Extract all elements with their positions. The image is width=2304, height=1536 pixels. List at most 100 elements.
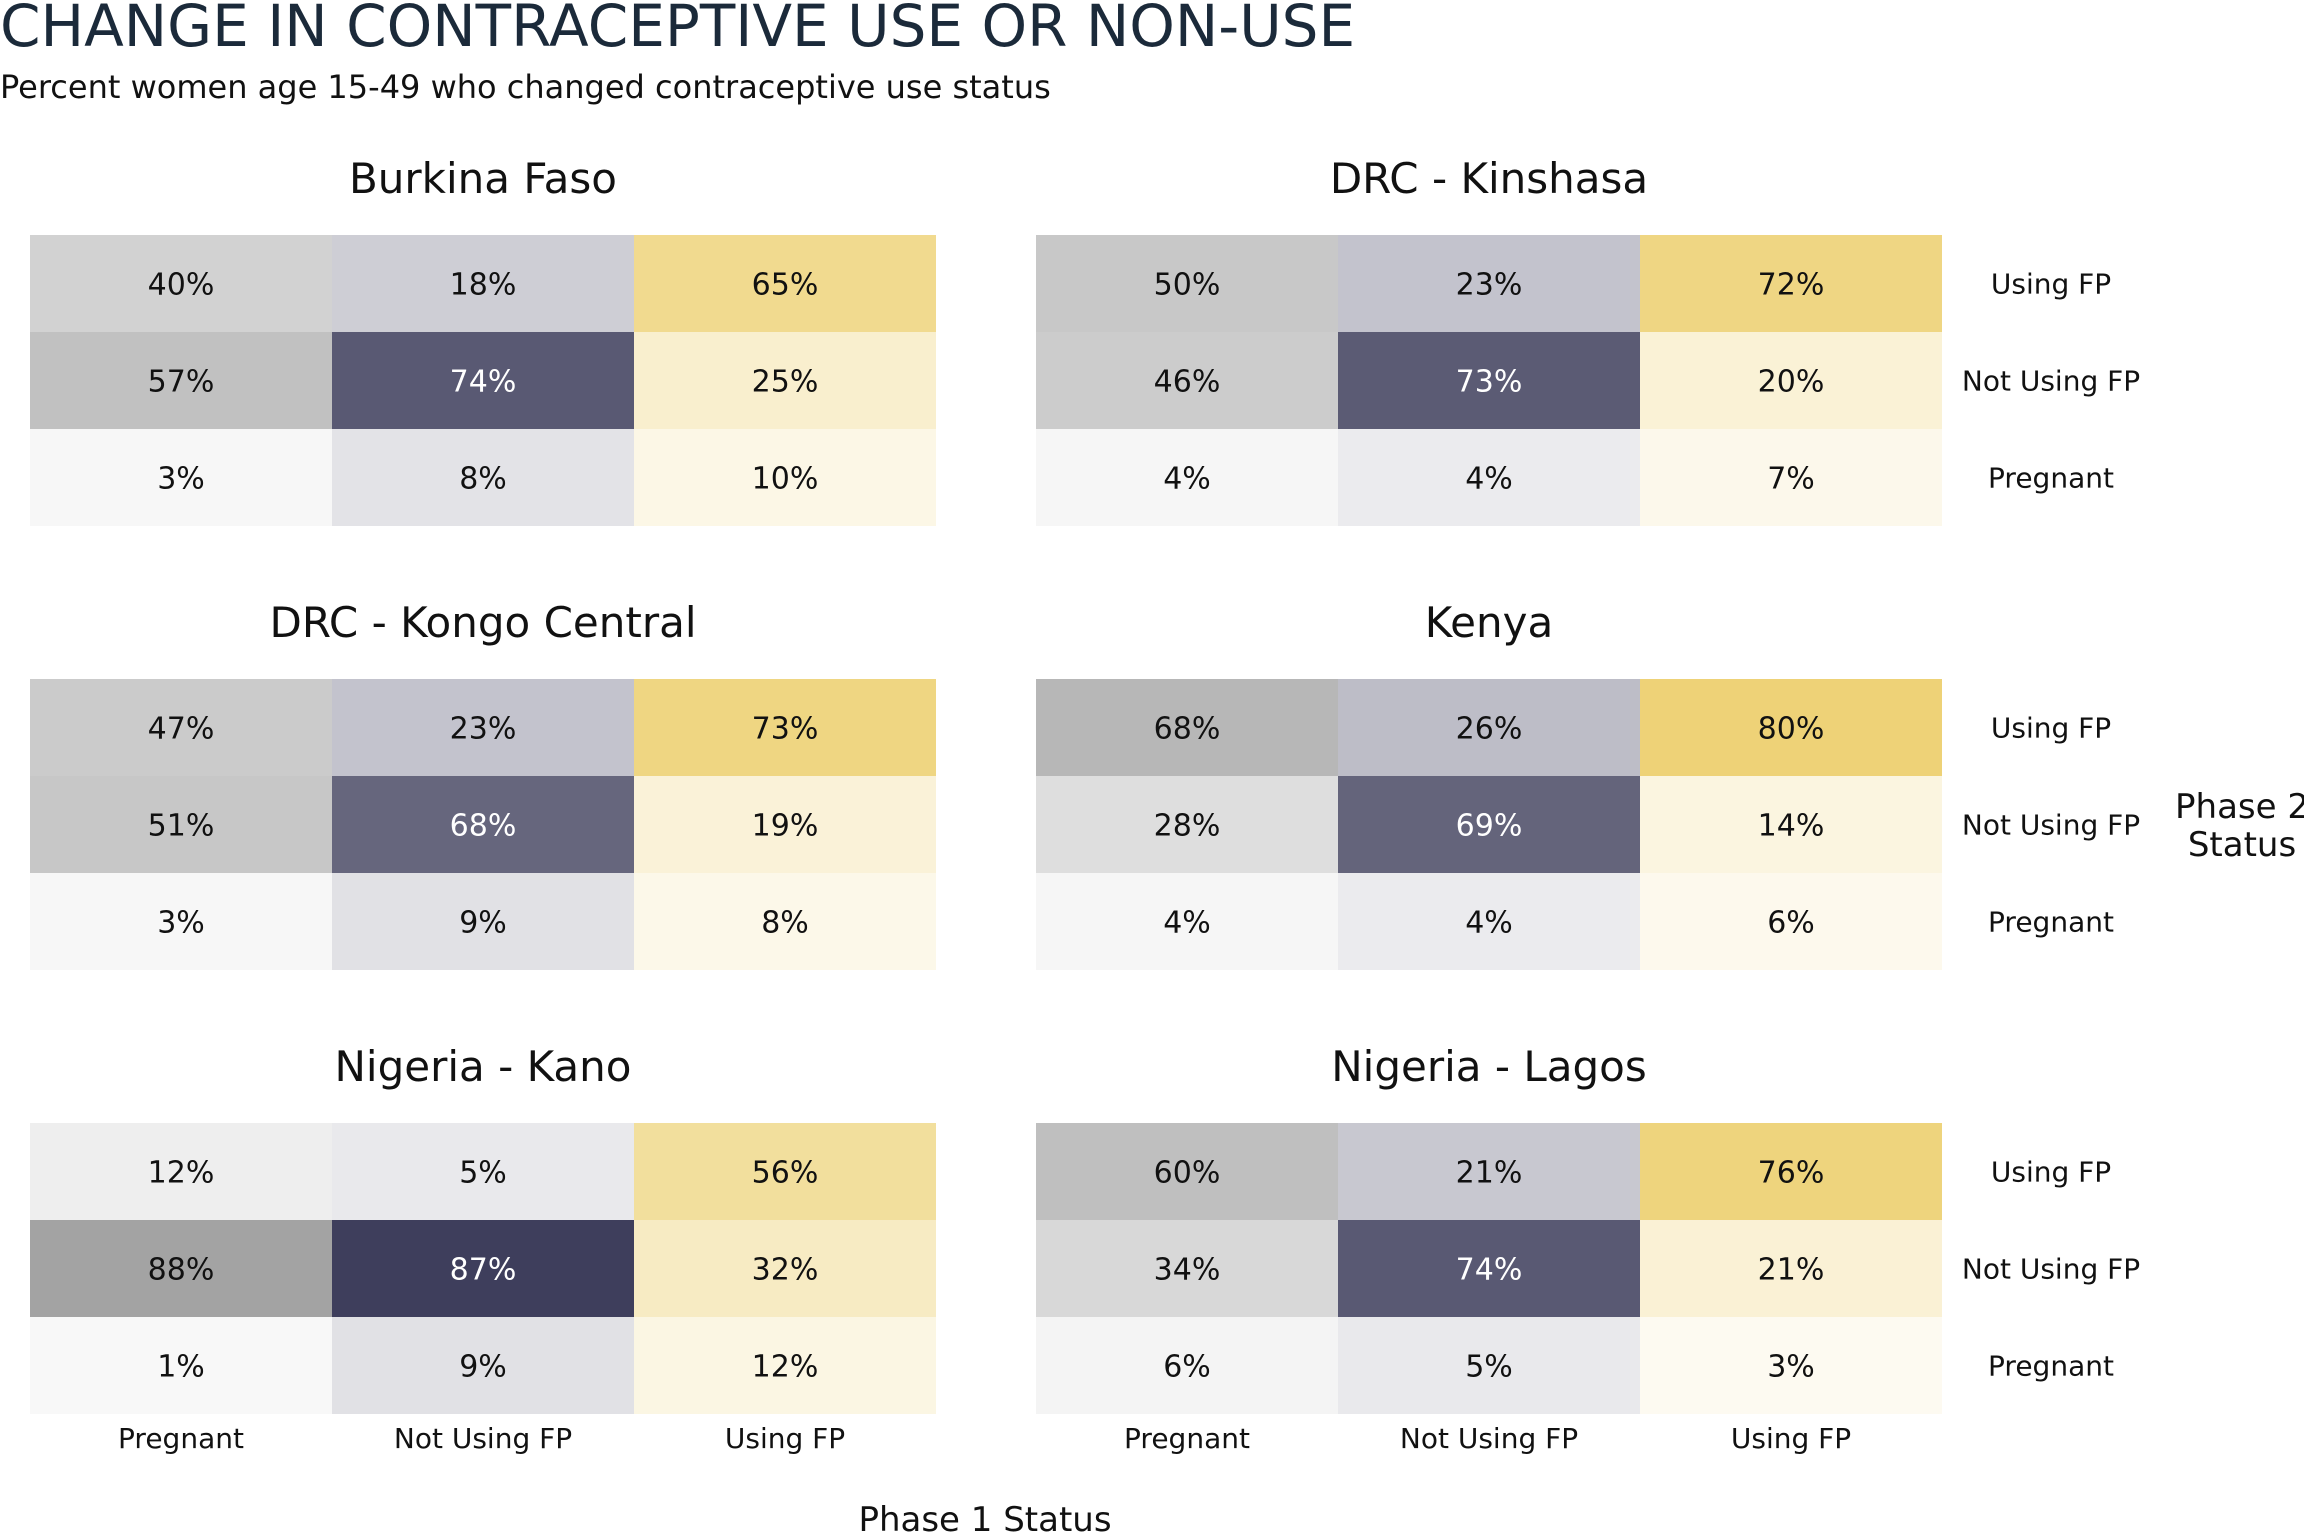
cell-label: 4% [1465, 462, 1513, 497]
heatmap-cell [1036, 1317, 1338, 1414]
x-tick-label: Not Using FP [1400, 1422, 1578, 1455]
cell-label: 88% [148, 1253, 215, 1288]
cell-label: 25% [752, 365, 819, 400]
heatmap-cell [30, 873, 332, 970]
cell-label: 40% [148, 268, 215, 303]
cell-label: 57% [148, 365, 215, 400]
heatmap-cell [1338, 679, 1640, 776]
heatmap-cell [1640, 776, 1942, 873]
cell-label: 32% [752, 1253, 819, 1288]
heatmap-cell [634, 429, 936, 526]
heatmap-cell [1338, 235, 1640, 332]
cell-label: 14% [1758, 809, 1825, 844]
panel: Nigeria - Lagos 60% 21% 76% 34% 74% 21% 6% 5% 3% U… [1036, 1042, 2140, 1455]
cell-label: 56% [752, 1156, 819, 1191]
x-tick-label: Using FP [1731, 1422, 1851, 1455]
cell-label: 12% [752, 1350, 819, 1385]
x-axis-label: Phase 1 Status [858, 1500, 1111, 1536]
x-tick-label: Pregnant [118, 1422, 244, 1455]
heatmap-cell [1338, 873, 1640, 970]
cell-label: 6% [1163, 1350, 1211, 1385]
x-tick-label: Using FP [725, 1422, 845, 1455]
heatmap-cell [634, 332, 936, 429]
cell-label: 4% [1163, 906, 1211, 941]
heatmap-cell [1640, 235, 1942, 332]
heatmap-cell [30, 776, 332, 873]
cell-label: 73% [1456, 365, 1523, 400]
y-tick-label: Not Using FP [1962, 365, 2140, 398]
cell-label: 60% [1154, 1156, 1221, 1191]
y-tick-label: Using FP [1991, 1156, 2111, 1189]
heatmap-cell [30, 332, 332, 429]
cell-label: 74% [1456, 1253, 1523, 1288]
heatmap-cell [332, 429, 634, 526]
cell-label: 12% [148, 1156, 215, 1191]
heatmap-cell [1036, 1123, 1338, 1220]
cell-label: 18% [450, 268, 517, 303]
panel-title: Kenya [1425, 598, 1554, 647]
heatmap-cell [332, 873, 634, 970]
cell-label: 5% [1465, 1350, 1513, 1385]
cell-label: 73% [752, 712, 819, 747]
y-tick-label: Using FP [1991, 712, 2111, 745]
y-tick-label: Using FP [1991, 268, 2111, 301]
heatmap-cell [1640, 332, 1942, 429]
cell-label: 69% [1456, 809, 1523, 844]
heatmap-cell [30, 1123, 332, 1220]
cell-label: 68% [450, 809, 517, 844]
heatmap-cell [332, 1123, 634, 1220]
cell-label: 21% [1758, 1253, 1825, 1288]
heatmap-cell [1640, 1220, 1942, 1317]
panel-title: DRC - Kinshasa [1330, 154, 1648, 203]
heatmap-cell [634, 679, 936, 776]
panel-title: Nigeria - Lagos [1331, 1042, 1647, 1091]
cell-label: 1% [157, 1350, 205, 1385]
chart-subtitle: Percent women age 15-49 who changed cont… [0, 68, 1051, 106]
cell-label: 3% [157, 906, 205, 941]
cell-label: 72% [1758, 268, 1825, 303]
heatmap-cell [332, 1220, 634, 1317]
y-tick-label: Pregnant [1988, 906, 2114, 939]
cell-label: 76% [1758, 1156, 1825, 1191]
panels: Burkina Faso 40% 18% 65% 57% 74% 25% 3% 8% 10% DRC… [30, 154, 2140, 1455]
cell-label: 87% [450, 1253, 517, 1288]
heatmap-cell [1036, 873, 1338, 970]
cell-label: 23% [1456, 268, 1523, 303]
heatmap-cell [332, 776, 634, 873]
cell-label: 6% [1767, 906, 1815, 941]
heatmap-cell [332, 679, 634, 776]
heatmap-cell [1338, 332, 1640, 429]
heatmap-cell [1036, 429, 1338, 526]
panel-title: DRC - Kongo Central [269, 598, 696, 647]
x-tick-label: Not Using FP [394, 1422, 572, 1455]
cell-label: 7% [1767, 462, 1815, 497]
cell-label: 9% [459, 1350, 507, 1385]
heatmap-cell [634, 1123, 936, 1220]
heatmap-cell [30, 429, 332, 526]
cell-label: 4% [1163, 462, 1211, 497]
cell-label: 28% [1154, 809, 1221, 844]
y-tick-label: Pregnant [1988, 462, 2114, 495]
heatmap-cell [1036, 1220, 1338, 1317]
cell-label: 21% [1456, 1156, 1523, 1191]
panel: DRC - Kinshasa 50% 23% 72% 46% 73% 20% 4% 4% 7% Us… [1036, 154, 2140, 526]
cell-label: 3% [157, 462, 205, 497]
cell-label: 10% [752, 462, 819, 497]
cell-label: 23% [450, 712, 517, 747]
y-tick-label: Not Using FP [1962, 809, 2140, 842]
heatmap-cell [1338, 776, 1640, 873]
y-tick-label: Pregnant [1988, 1350, 2114, 1383]
cell-label: 74% [450, 365, 517, 400]
cell-label: 8% [459, 462, 507, 497]
heatmap-cell [332, 235, 634, 332]
cell-label: 47% [148, 712, 215, 747]
heatmap-cell [332, 1317, 634, 1414]
heatmap-cell [30, 235, 332, 332]
heatmap-cell [1640, 1317, 1942, 1414]
cell-label: 8% [761, 906, 809, 941]
cell-label: 50% [1154, 268, 1221, 303]
panel: Nigeria - Kano 12% 5% 56% 88% 87% 32% 1% 9% 12% Pr… [30, 1042, 936, 1455]
heatmap-cell [1036, 332, 1338, 429]
cell-label: 9% [459, 906, 507, 941]
